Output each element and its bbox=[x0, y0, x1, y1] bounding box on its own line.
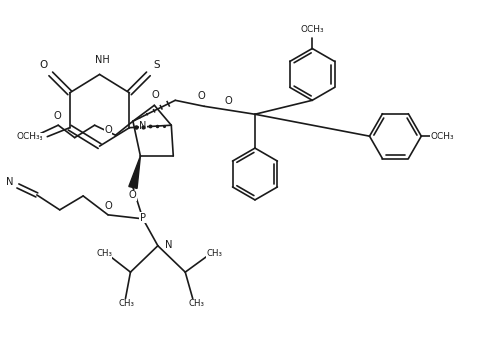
Text: CH₃: CH₃ bbox=[119, 299, 134, 308]
Text: CH₃: CH₃ bbox=[206, 249, 222, 258]
Text: OCH₃: OCH₃ bbox=[301, 25, 324, 34]
Text: S: S bbox=[154, 60, 160, 70]
Text: N: N bbox=[6, 178, 13, 187]
Text: P: P bbox=[140, 213, 146, 223]
Text: O: O bbox=[104, 125, 112, 135]
Text: O: O bbox=[152, 90, 159, 100]
Text: CH₃: CH₃ bbox=[96, 249, 112, 258]
Text: CH₃: CH₃ bbox=[189, 299, 205, 308]
Text: OCH₃: OCH₃ bbox=[430, 132, 454, 141]
Text: NH: NH bbox=[94, 55, 109, 65]
Polygon shape bbox=[129, 156, 140, 189]
Text: OCH₃: OCH₃ bbox=[16, 132, 40, 141]
Text: O: O bbox=[40, 60, 48, 70]
Text: O: O bbox=[128, 190, 136, 201]
Text: O: O bbox=[104, 201, 112, 211]
Text: CH₃: CH₃ bbox=[27, 133, 43, 142]
Text: O: O bbox=[225, 96, 232, 106]
Text: O: O bbox=[198, 91, 206, 101]
Text: O: O bbox=[53, 111, 61, 121]
Text: N: N bbox=[139, 121, 147, 131]
Text: N: N bbox=[165, 240, 173, 250]
